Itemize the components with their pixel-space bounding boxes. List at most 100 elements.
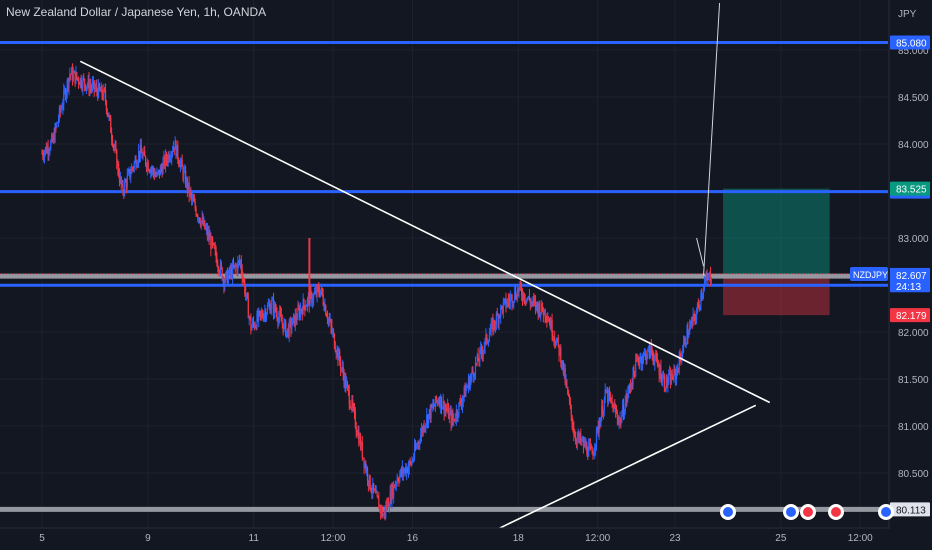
candle-body: [372, 483, 374, 492]
flag-icon[interactable]: [878, 504, 894, 520]
candle-body: [318, 288, 320, 294]
candle-body: [195, 208, 197, 216]
level-price-tag[interactable]: 85.080: [890, 35, 930, 50]
candle-body: [577, 433, 579, 438]
candle-body: [366, 469, 368, 472]
candle-body: [559, 348, 561, 356]
time-axis-background: [0, 528, 890, 550]
symbol-tag-bg: [850, 266, 888, 281]
candle-body: [190, 190, 192, 195]
candle-body: [645, 352, 647, 361]
trendlines[interactable]: [79, 2, 771, 540]
candle-body: [376, 491, 378, 496]
candle-body: [574, 437, 577, 441]
candle-body: [530, 302, 532, 305]
candle-body: [643, 352, 645, 354]
candle-body: [650, 345, 652, 351]
candle-body: [117, 163, 119, 169]
take-profit-tag[interactable]: 83.525: [890, 181, 930, 196]
candle-body: [441, 407, 444, 409]
candle-body: [467, 378, 470, 387]
candle-body: [140, 145, 142, 154]
candle-body: [564, 368, 566, 383]
candle-body: [445, 408, 447, 410]
candle-body: [222, 277, 224, 280]
flag-icon[interactable]: [720, 504, 736, 520]
event-marker-icon[interactable]: [800, 504, 816, 520]
trendline[interactable]: [476, 404, 757, 540]
candle-body: [522, 293, 524, 300]
candle-body: [178, 159, 180, 164]
candle-body: [49, 149, 51, 152]
candle-body: [61, 108, 63, 110]
level-price-tag[interactable]: 80.113: [890, 502, 930, 517]
candle-body: [471, 370, 473, 376]
candle-body: [191, 198, 194, 200]
candle-body: [479, 349, 481, 362]
projection-line[interactable]: [696, 237, 705, 267]
candle-body: [438, 400, 440, 403]
candle-body: [225, 273, 227, 283]
candle-body: [199, 222, 202, 226]
event-icons[interactable]: [720, 504, 894, 520]
candle-body: [451, 414, 453, 425]
candle-body: [696, 304, 699, 313]
candle-body: [146, 162, 148, 169]
level-price-tag-bg: [890, 502, 930, 517]
candle-body: [444, 408, 446, 414]
time-axis[interactable]: 5 9 11 12:00 16 18 12:00 23 25 12:00: [0, 527, 890, 550]
candle-body: [601, 405, 604, 416]
candle-body: [660, 366, 662, 381]
candle-body: [404, 468, 406, 471]
candle-body: [619, 418, 621, 421]
event-marker-icon[interactable]: [828, 504, 844, 520]
candle-body: [287, 328, 289, 337]
price-tick-label: 84.000: [898, 140, 929, 151]
candle-body: [292, 314, 295, 318]
candle-body: [84, 78, 86, 85]
candle-body: [561, 360, 564, 365]
candle-body: [542, 310, 544, 316]
stop-loss-tag[interactable]: 82.179: [890, 308, 930, 323]
candle-body: [707, 277, 709, 280]
candle-body: [232, 264, 234, 278]
candle-body: [245, 293, 248, 295]
candle-body: [501, 306, 504, 313]
trendline[interactable]: [79, 60, 771, 404]
horizontal-levels[interactable]: [0, 40, 888, 512]
projection-line[interactable]: [703, 2, 721, 276]
candle-body: [294, 314, 296, 326]
candle-body: [217, 265, 219, 268]
candle-body: [47, 146, 49, 154]
candle-body: [422, 425, 424, 433]
stop-loss-zone[interactable]: [723, 275, 830, 316]
candle-body: [57, 122, 59, 124]
flag-icon[interactable]: [783, 504, 799, 520]
candle-body: [168, 154, 170, 161]
candle-body: [362, 457, 364, 459]
take-profit-zone[interactable]: [723, 188, 830, 276]
position-zone[interactable]: [723, 188, 830, 316]
candle-body: [570, 405, 572, 416]
candle-body: [392, 485, 394, 497]
candle-body: [651, 350, 653, 354]
candle-body: [462, 396, 464, 401]
candle-body: [134, 158, 136, 163]
candle-body: [144, 156, 147, 165]
candle-body: [544, 309, 546, 318]
candle-body: [221, 267, 223, 280]
candle-body: [595, 444, 597, 450]
price-axis[interactable]: JPY80.50081.00081.50082.00082.50083.0008…: [850, 0, 932, 550]
candle-body: [439, 400, 441, 407]
candle-body: [207, 232, 209, 237]
time-tick-label: 5: [39, 533, 45, 544]
candle-body: [157, 171, 159, 173]
candle-body: [338, 351, 340, 361]
candle-body: [226, 270, 229, 284]
candle-body: [194, 201, 196, 209]
symbol-tag[interactable]: NZDJPY: [850, 266, 888, 281]
time-tick-label: 18: [513, 533, 525, 544]
candle-body: [537, 306, 539, 315]
